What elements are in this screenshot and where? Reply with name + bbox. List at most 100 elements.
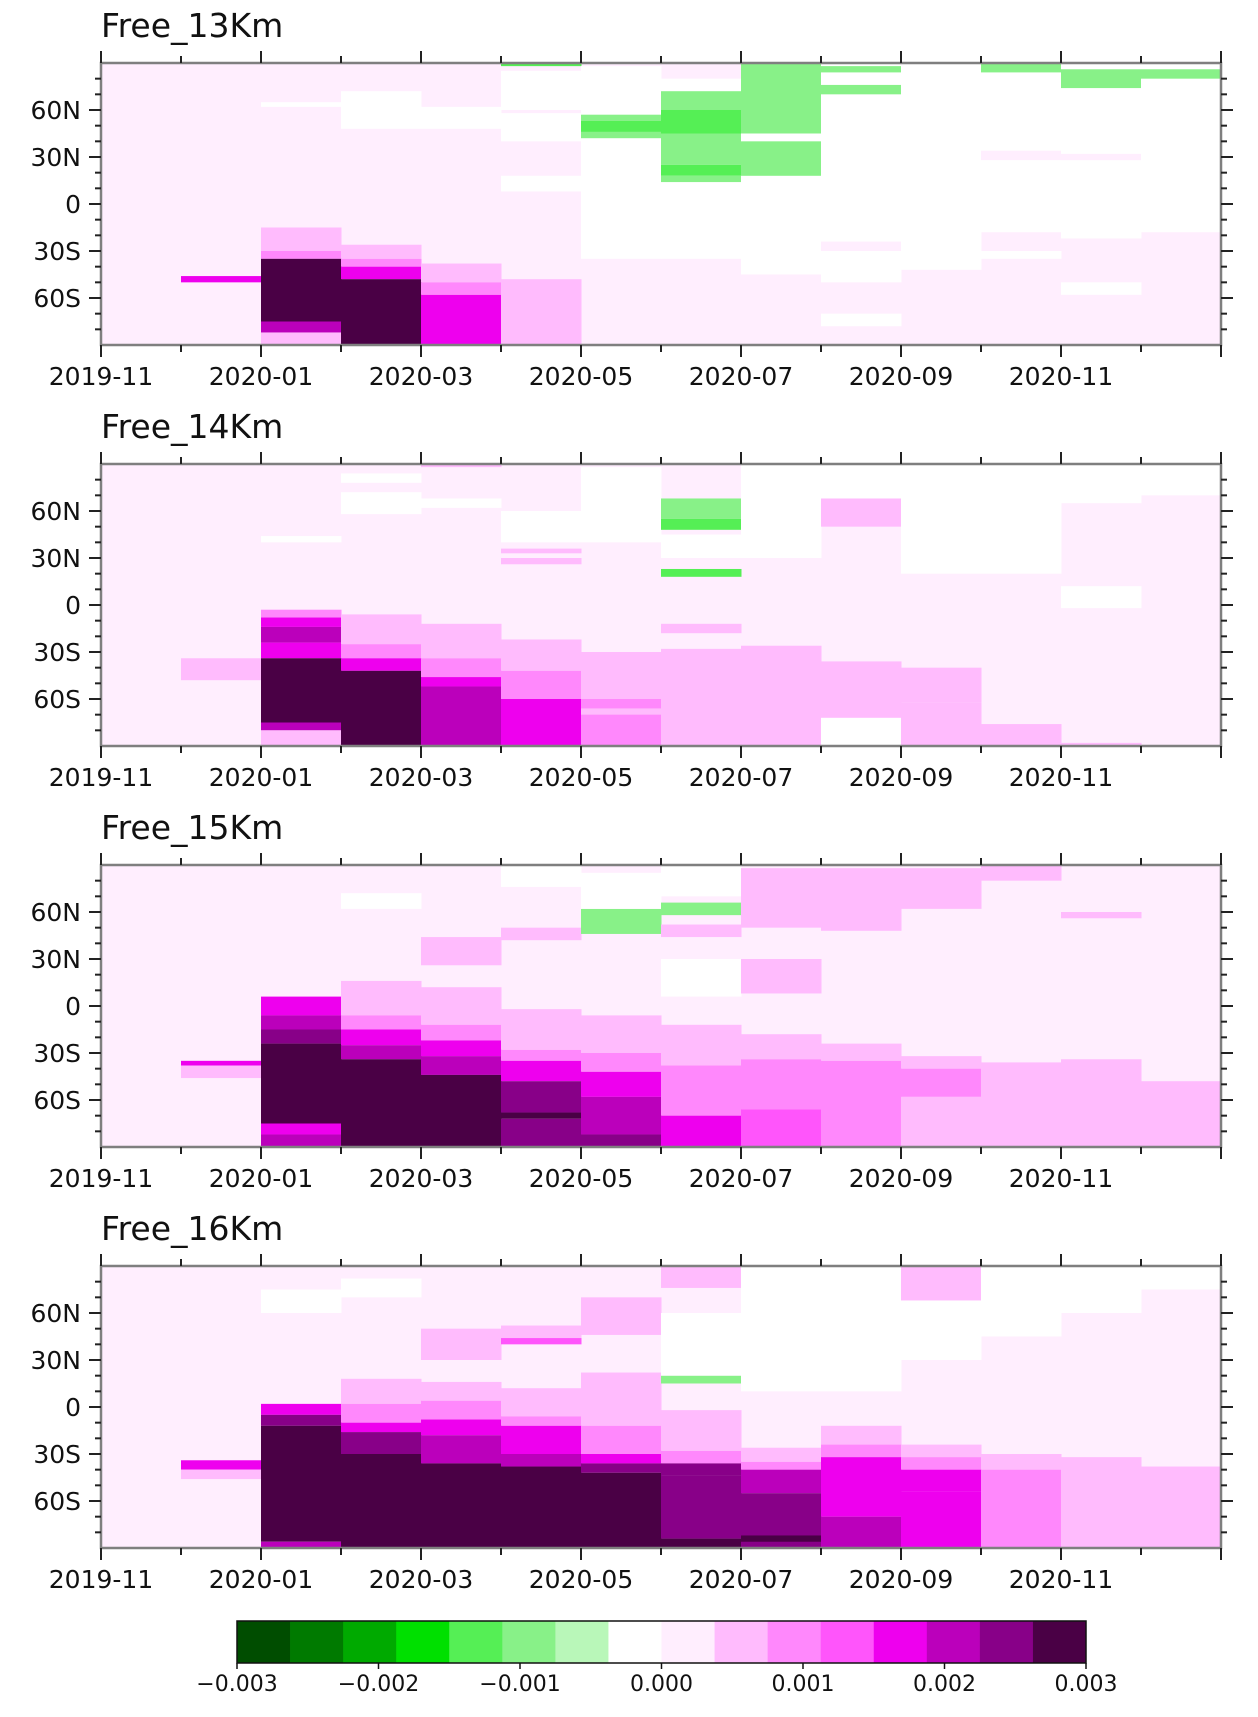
heatmap-cell [341, 1059, 422, 1147]
heatmap-cell [501, 1466, 582, 1548]
heatmap-cell [581, 66, 662, 259]
heatmap-cell [981, 724, 1062, 746]
x-tick-label: 2020-01 [209, 1565, 313, 1594]
heatmap-cell [501, 1118, 582, 1147]
heatmap-cell [341, 244, 422, 259]
colorbar-swatch [502, 1621, 556, 1663]
heatmap-cell [661, 924, 742, 938]
heatmap-cell [341, 1015, 422, 1030]
heatmap-cell [661, 518, 742, 530]
x-tick-label: 2019-11 [49, 1565, 153, 1594]
heatmap-cell [661, 865, 742, 897]
heatmap-cell [821, 868, 902, 931]
panel-2: Free_14Km 2019-11 2020-01 2020-03 2020-05 202… [30, 407, 1233, 792]
heatmap-cell [981, 1454, 1062, 1470]
y-tick-label: 0 [65, 992, 81, 1021]
heatmap-cell [901, 1444, 982, 1458]
heatmap-cell [741, 645, 822, 746]
heatmap-cell [341, 473, 422, 483]
heatmap-cell [261, 609, 342, 618]
heatmap-cell [821, 66, 902, 73]
x-tick-label: 2020-07 [689, 763, 793, 792]
heatmap-cell [501, 1454, 582, 1467]
heatmap-cell [501, 1060, 582, 1082]
heatmap-cell [421, 1328, 502, 1360]
heatmap-cell [261, 332, 342, 345]
heatmap-cell [1061, 69, 1142, 89]
x-tick-label: 2020-09 [849, 1565, 953, 1594]
heatmap-cell [341, 644, 422, 659]
colorbar-swatch [873, 1621, 928, 1663]
y-tick-label: 0 [65, 591, 81, 620]
heatmap-cell [1141, 63, 1222, 233]
y-tick-label: 60N [30, 497, 81, 526]
x-tick-label: 2020-07 [689, 362, 793, 391]
heatmap-cell [581, 131, 662, 139]
heatmap-cell [1061, 1059, 1142, 1147]
y-tick-label: 30S [33, 237, 81, 266]
heatmap-cell [341, 258, 422, 267]
heatmap-cell [661, 133, 742, 165]
heatmap-cell [1141, 1266, 1222, 1290]
heatmap-cell [421, 1040, 502, 1057]
heatmap-cell [581, 1372, 662, 1426]
y-tick-label: 30N [30, 143, 81, 172]
heatmap-cell [581, 1425, 662, 1454]
heatmap-cell [501, 670, 582, 699]
heatmap-cell [661, 1375, 742, 1384]
heatmap-cell [821, 1457, 902, 1517]
x-tick-label: 2020-09 [849, 1164, 953, 1193]
heatmap-cell [901, 1266, 982, 1301]
heatmap-cell [821, 84, 902, 95]
colorbar-swatch [449, 1621, 503, 1663]
x-tick-label: 2020-11 [1009, 763, 1113, 792]
y-tick-label: 0 [65, 1393, 81, 1422]
heatmap-cell [1141, 464, 1222, 496]
colorbar-tick-label: −0.002 [338, 1672, 419, 1697]
heatmap-cell [661, 1024, 742, 1066]
heatmap-cell [261, 1403, 342, 1415]
heatmap-cell [901, 1491, 982, 1548]
heatmap-cell [741, 63, 822, 134]
heatmap-cell [261, 227, 342, 251]
heatmap-cell [421, 1400, 502, 1420]
heatmap-cell [1061, 153, 1142, 161]
heatmap-cell [741, 1109, 822, 1147]
heatmap-cell [901, 1457, 982, 1470]
y-tick-label: 30N [30, 1346, 81, 1375]
heatmap-cell [901, 667, 982, 703]
heatmap-cell [661, 623, 742, 634]
heatmap-cell [821, 1444, 902, 1458]
heatmap-cell [581, 908, 662, 934]
heatmap-cell [661, 568, 742, 577]
heatmap-cell [661, 91, 742, 110]
heatmap-cell [501, 1338, 582, 1345]
heatmap-cell [261, 1029, 342, 1044]
panel-title: Free_16Km [101, 1209, 283, 1248]
heatmap-cell [181, 658, 262, 681]
heatmap-cell [421, 1056, 502, 1075]
heatmap-cell [501, 865, 582, 887]
heatmap-cell [181, 1460, 262, 1470]
colorbar-tick-label: −0.003 [196, 1672, 277, 1697]
heatmap-cell [501, 1112, 582, 1119]
heatmap-cell [901, 868, 982, 909]
heatmap-cell [661, 1313, 742, 1376]
heatmap-cell [261, 996, 342, 1016]
colorbar-swatch [661, 1621, 715, 1663]
heatmap-cell [581, 1472, 662, 1548]
heatmap-cell [261, 1541, 342, 1548]
heatmap-cell [581, 1015, 662, 1053]
heatmap-cell [741, 1469, 822, 1494]
heatmap-cell [421, 623, 502, 659]
heatmap-cell [261, 1425, 342, 1542]
heatmap-cell [421, 658, 502, 678]
heatmap-cell [1061, 1266, 1142, 1313]
heatmap-cell [341, 893, 422, 909]
x-tick-label: 2020-03 [369, 1164, 473, 1193]
heatmap-cell [181, 1065, 262, 1079]
heatmap-cell [981, 1266, 1062, 1337]
heatmap-cell [421, 987, 502, 1025]
x-tick-label: 2020-11 [1009, 1164, 1113, 1193]
heatmap-cell [261, 102, 342, 107]
